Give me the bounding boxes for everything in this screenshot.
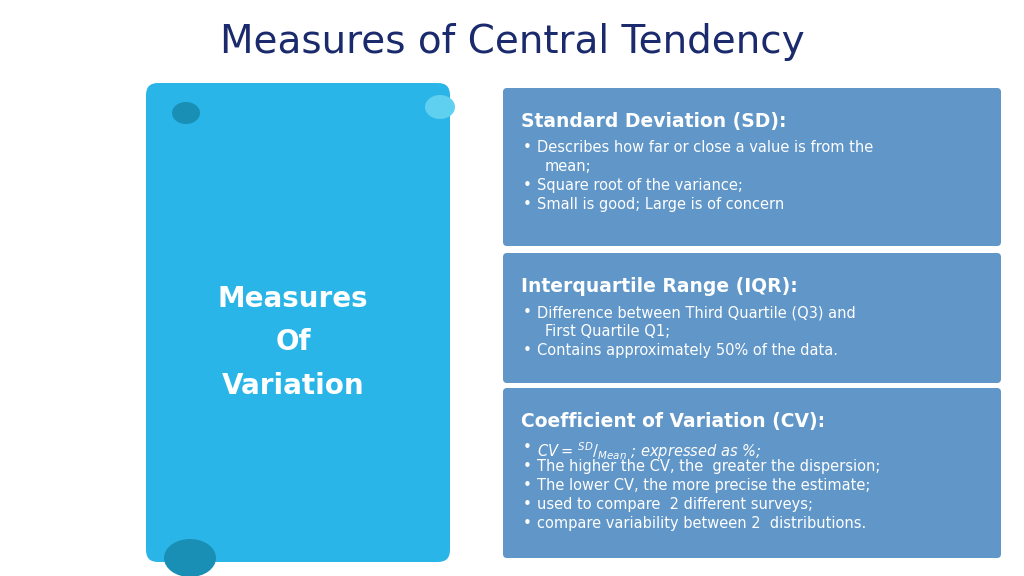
- Text: $CV = \,^{SD}/_{Mean}$ ; expressed as %;: $CV = \,^{SD}/_{Mean}$ ; expressed as %;: [537, 440, 761, 462]
- Ellipse shape: [172, 102, 200, 124]
- Text: Measures of Central Tendency: Measures of Central Tendency: [220, 23, 804, 61]
- Text: Difference between Third Quartile (Q3) and: Difference between Third Quartile (Q3) a…: [537, 305, 856, 320]
- Text: •: •: [523, 343, 531, 358]
- Text: mean;: mean;: [545, 159, 592, 174]
- Text: compare variability between 2  distributions.: compare variability between 2 distributi…: [537, 516, 866, 531]
- Text: Interquartile Range (IQR):: Interquartile Range (IQR):: [521, 277, 798, 296]
- Text: •: •: [523, 197, 531, 212]
- Text: Standard Deviation (SD):: Standard Deviation (SD):: [521, 112, 786, 131]
- Text: •: •: [523, 305, 531, 320]
- Text: •: •: [523, 459, 531, 474]
- Text: Small is good; Large is of concern: Small is good; Large is of concern: [537, 197, 784, 212]
- Text: •: •: [523, 478, 531, 493]
- Text: •: •: [523, 497, 531, 512]
- Text: Square root of the variance;: Square root of the variance;: [537, 178, 742, 193]
- Text: •: •: [523, 516, 531, 531]
- Text: •: •: [523, 178, 531, 193]
- Text: The higher the CV, the  greater the dispersion;: The higher the CV, the greater the dispe…: [537, 459, 881, 474]
- FancyBboxPatch shape: [503, 253, 1001, 383]
- Text: Contains approximately 50% of the data.: Contains approximately 50% of the data.: [537, 343, 838, 358]
- Text: Coefficient of Variation (CV):: Coefficient of Variation (CV):: [521, 412, 825, 431]
- FancyBboxPatch shape: [146, 83, 450, 562]
- FancyBboxPatch shape: [503, 388, 1001, 558]
- FancyBboxPatch shape: [503, 88, 1001, 246]
- Text: The lower CV, the more precise the estimate;: The lower CV, the more precise the estim…: [537, 478, 870, 493]
- Text: •: •: [523, 440, 531, 455]
- Text: First Quartile Q1;: First Quartile Q1;: [545, 324, 670, 339]
- Text: •: •: [523, 140, 531, 155]
- Text: used to compare  2 different surveys;: used to compare 2 different surveys;: [537, 497, 813, 512]
- Ellipse shape: [425, 95, 455, 119]
- Text: Measures
Of
Variation: Measures Of Variation: [218, 285, 369, 400]
- Text: Describes how far or close a value is from the: Describes how far or close a value is fr…: [537, 140, 873, 155]
- Ellipse shape: [164, 539, 216, 576]
